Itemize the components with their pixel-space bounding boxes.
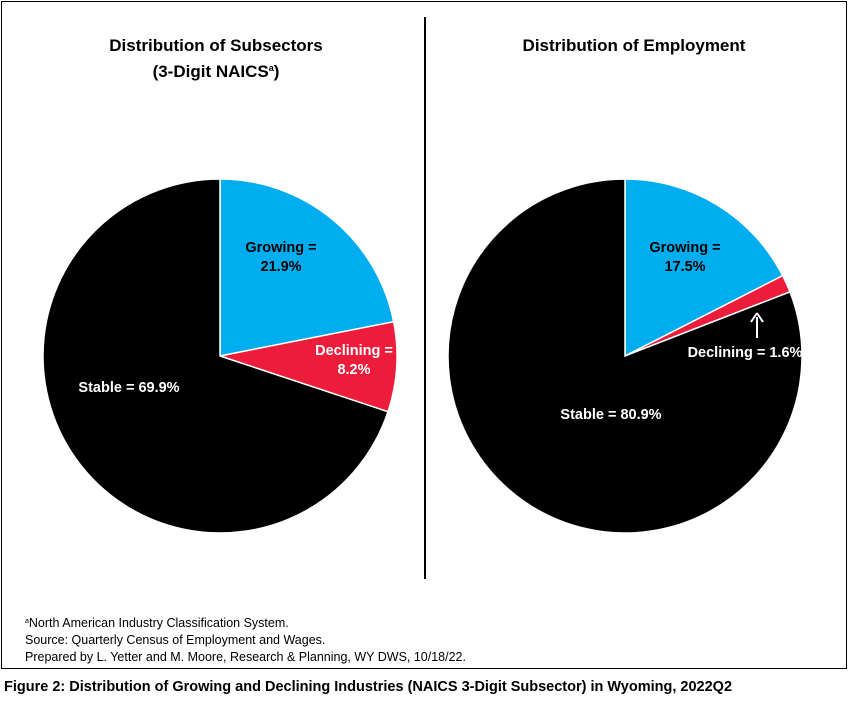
slice-label-declining-2: Declining = 1.6% [688, 345, 803, 361]
chart-title-subsectors: Distribution of Subsectors (3-Digit NAIC… [16, 34, 416, 83]
pie-slice-declining-1 [217, 320, 398, 413]
slice-label-stable-2: Stable = 80.9% [560, 407, 661, 423]
slice-label-growing-1: Growing = 21.9% [245, 240, 316, 275]
chart-subtitle: (3-Digit NAICSa) [152, 62, 280, 81]
figure-caption: Figure 2: Distribution of Growing and De… [4, 679, 733, 695]
slice-label-growing-2: Growing = 17.5% [649, 240, 720, 275]
pie-slice-stable-1 [42, 178, 389, 534]
figure-frame [1, 1, 847, 669]
pie-slice-growing-1 [219, 178, 395, 357]
declining-pointer-arrow [750, 312, 764, 338]
footnotes: aNorth American Industry Classification … [25, 613, 466, 666]
prepared-note: Prepared by L. Yetter and M. Moore, Rese… [25, 650, 466, 664]
slice-label-declining-1: Declining = 8.2% [315, 343, 393, 378]
source-note: Source: Quarterly Census of Employment a… [25, 633, 326, 647]
panel-divider [424, 17, 426, 579]
footnote-naics: aNorth American Industry Classification … [25, 616, 289, 630]
chart-title-employment: Distribution of Employment [522, 36, 746, 55]
pie-slice-growing-2 [624, 178, 784, 358]
pie-slice-stable-2 [447, 178, 803, 534]
chart-title-main: Distribution of Subsectors [109, 36, 323, 55]
slice-label-stable-1: Stable = 69.9% [78, 380, 179, 396]
